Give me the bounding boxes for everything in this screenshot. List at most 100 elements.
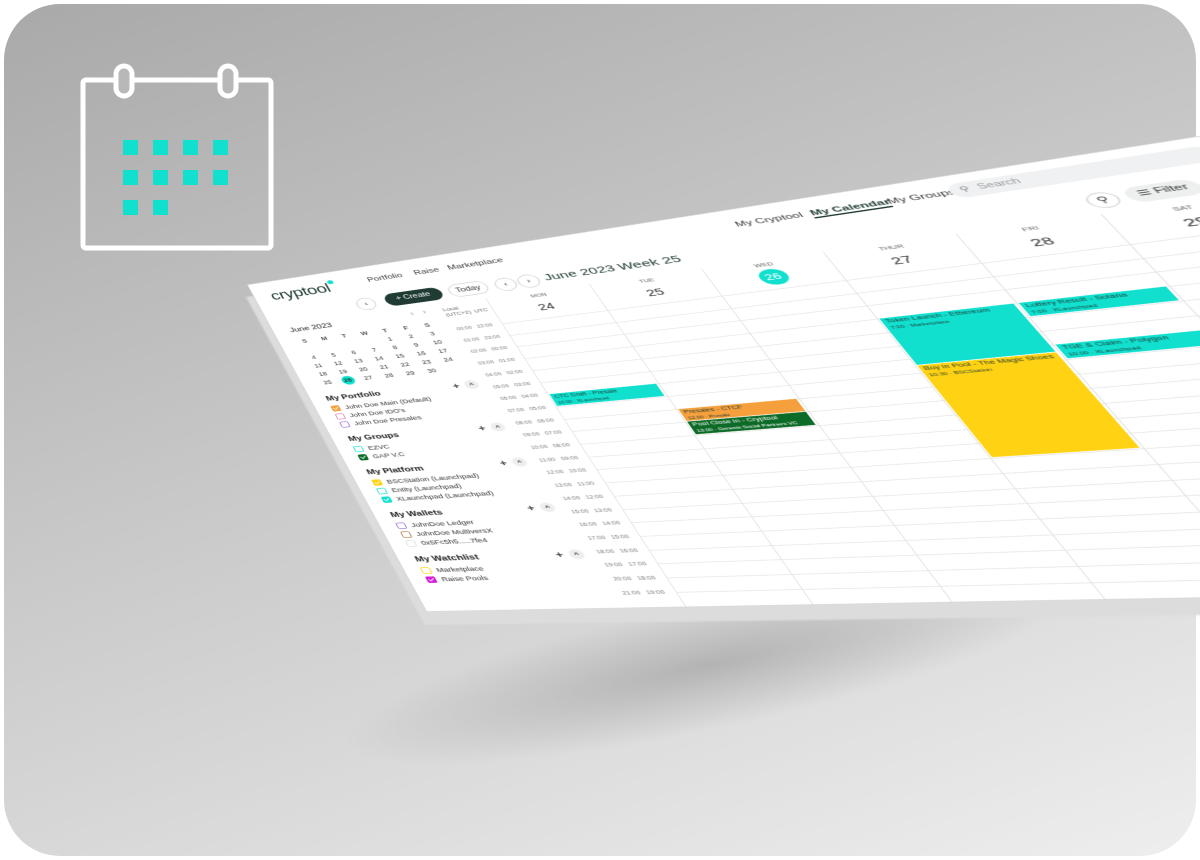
time-label: 17:00 15:00 (587, 534, 640, 542)
nav-my-cryptool[interactable]: My Cryptool (733, 211, 806, 229)
time-utc: 06:00 (536, 417, 556, 424)
nav-my-groups[interactable]: My Groups (884, 188, 960, 206)
create-button[interactable]: + Create (381, 286, 446, 307)
nav-raise[interactable]: Raise (412, 266, 442, 277)
nav-marketplace[interactable]: Marketplace (445, 256, 506, 272)
time-utc: 18:00 (636, 575, 658, 582)
checkbox[interactable] (334, 413, 347, 420)
hour-line (675, 563, 1200, 593)
time-local: 14:00 (562, 495, 582, 502)
collapse-sidebar-button[interactable]: ‹ (353, 296, 380, 312)
checkbox[interactable] (404, 540, 418, 547)
time-utc: 09:00 (560, 455, 580, 462)
day-date: 28 (1026, 234, 1058, 249)
time-label: 21:00 19:00 (621, 590, 675, 597)
time-label: 18:00 16:00 (595, 548, 648, 555)
time-label: 09:00 07:00 (522, 430, 571, 439)
add-icon[interactable]: + (552, 549, 567, 560)
mini-calendar-title: June 2023 (288, 321, 334, 334)
time-label: 08:00 06:00 (515, 417, 564, 426)
time-local: 13:00 (553, 482, 574, 489)
checkbox[interactable] (395, 522, 408, 530)
calendar-event[interactable]: Lottery Result - Solana 7:00 · XLaunchpad (1018, 286, 1179, 317)
time-utc: 01:00 (498, 357, 517, 364)
chevron-up-icon[interactable]: ˄ (566, 549, 587, 560)
section-title: My Platform (365, 464, 426, 477)
chevron-up-icon[interactable]: ˄ (488, 422, 508, 432)
time-local: 11:00 (537, 457, 557, 463)
nav-portfolio[interactable]: Portfolio (365, 271, 405, 284)
time-utc: 11:00 (576, 481, 596, 488)
time-label: 16:00 14:00 (578, 521, 630, 529)
time-utc: 19:00 (645, 589, 667, 596)
day-date: 24 (535, 300, 558, 313)
time-label: 06:00 04:00 (500, 393, 548, 402)
checkbox[interactable] (380, 496, 393, 503)
sidebar-item-label: Marketplace (434, 565, 486, 574)
checkbox[interactable] (424, 576, 438, 584)
mini-prev-icon[interactable]: ‹ (408, 310, 416, 318)
nav-my-calendar[interactable]: My Calendar (808, 198, 894, 219)
add-icon[interactable]: + (497, 458, 510, 468)
time-utc: 12:00 (584, 494, 605, 501)
sidebar-item-label: GAP V.C (371, 451, 406, 460)
time-label: 20:00 18:00 (612, 576, 666, 583)
time-label: 12:00 10:00 (546, 468, 596, 476)
checkbox[interactable] (419, 567, 433, 574)
time-local: 12:00 (545, 469, 566, 476)
add-icon[interactable]: + (450, 381, 462, 391)
add-icon[interactable]: + (476, 423, 489, 433)
hour-line (648, 504, 1200, 551)
checkbox[interactable] (375, 487, 389, 495)
time-utc: 15:00 (610, 534, 631, 541)
time-label: 03:00 01:00 (477, 357, 524, 367)
timezone-utc: UTC (473, 308, 490, 314)
time-utc: 22:00 (476, 323, 494, 330)
next-week-button[interactable]: › (513, 273, 544, 289)
sidebar-section: My Wallets + ˄ JohnDoe Ledger JohnDoe Multiv… (389, 502, 580, 548)
time-local: 18:00 (595, 549, 616, 555)
time-label: 04:00 02:00 (485, 369, 532, 379)
checkbox[interactable] (399, 531, 413, 538)
sidebar-item-label: 0x5Fc5h5.....7fe4 (419, 536, 490, 547)
mini-next-icon[interactable]: › (421, 309, 429, 316)
time-utc: 00:00 (490, 346, 509, 353)
time-local: 20:00 (612, 576, 634, 582)
chevron-up-icon[interactable]: ˄ (509, 457, 530, 467)
checkbox[interactable] (357, 453, 370, 461)
time-utc: 14:00 (601, 520, 622, 527)
checkbox[interactable] (330, 405, 342, 412)
time-local: 21:00 (621, 590, 643, 596)
checkbox[interactable] (352, 445, 365, 453)
event-title: Presales - CTCF (682, 404, 745, 415)
chevron-up-icon[interactable]: ˄ (537, 502, 558, 513)
time-label: 05:00 03:00 (492, 381, 540, 390)
timezone-labels: Local (UTC+2) UTC (442, 302, 490, 318)
time-local: 15:00 (570, 508, 591, 515)
checkbox[interactable] (371, 479, 384, 486)
time-utc: 23:00 (483, 334, 502, 341)
time-local: 02:00 (470, 348, 488, 355)
chevron-up-icon[interactable]: ˄ (462, 379, 481, 390)
time-local: 07:00 (507, 407, 526, 414)
time-utc: 02:00 (505, 369, 525, 376)
add-icon[interactable]: + (524, 503, 538, 513)
checkbox[interactable] (339, 421, 351, 428)
zoom-search-button[interactable]: ⚲ (1080, 190, 1127, 210)
time-utc: 13:00 (593, 507, 614, 514)
time-utc: 03:00 (513, 381, 532, 388)
time-local: 19:00 (603, 562, 625, 569)
time-local: 04:00 (484, 371, 503, 378)
sidebar-section: My Groups + ˄ EZVC GAP V.C (347, 422, 523, 462)
today-button[interactable]: Today (445, 280, 492, 298)
time-label: 13:00 11:00 (554, 481, 605, 489)
sidebar-item-label: Raise Pools (439, 574, 490, 583)
time-utc: 07:00 (544, 430, 564, 437)
time-local: 10:00 (530, 444, 550, 451)
section-title: My Groups (346, 431, 401, 443)
filter-button[interactable]: ☰ Filter (1119, 178, 1200, 204)
time-local: 08:00 (514, 419, 534, 426)
section-title: My Watchlist (413, 553, 481, 564)
time-utc: 05:00 (528, 405, 548, 412)
